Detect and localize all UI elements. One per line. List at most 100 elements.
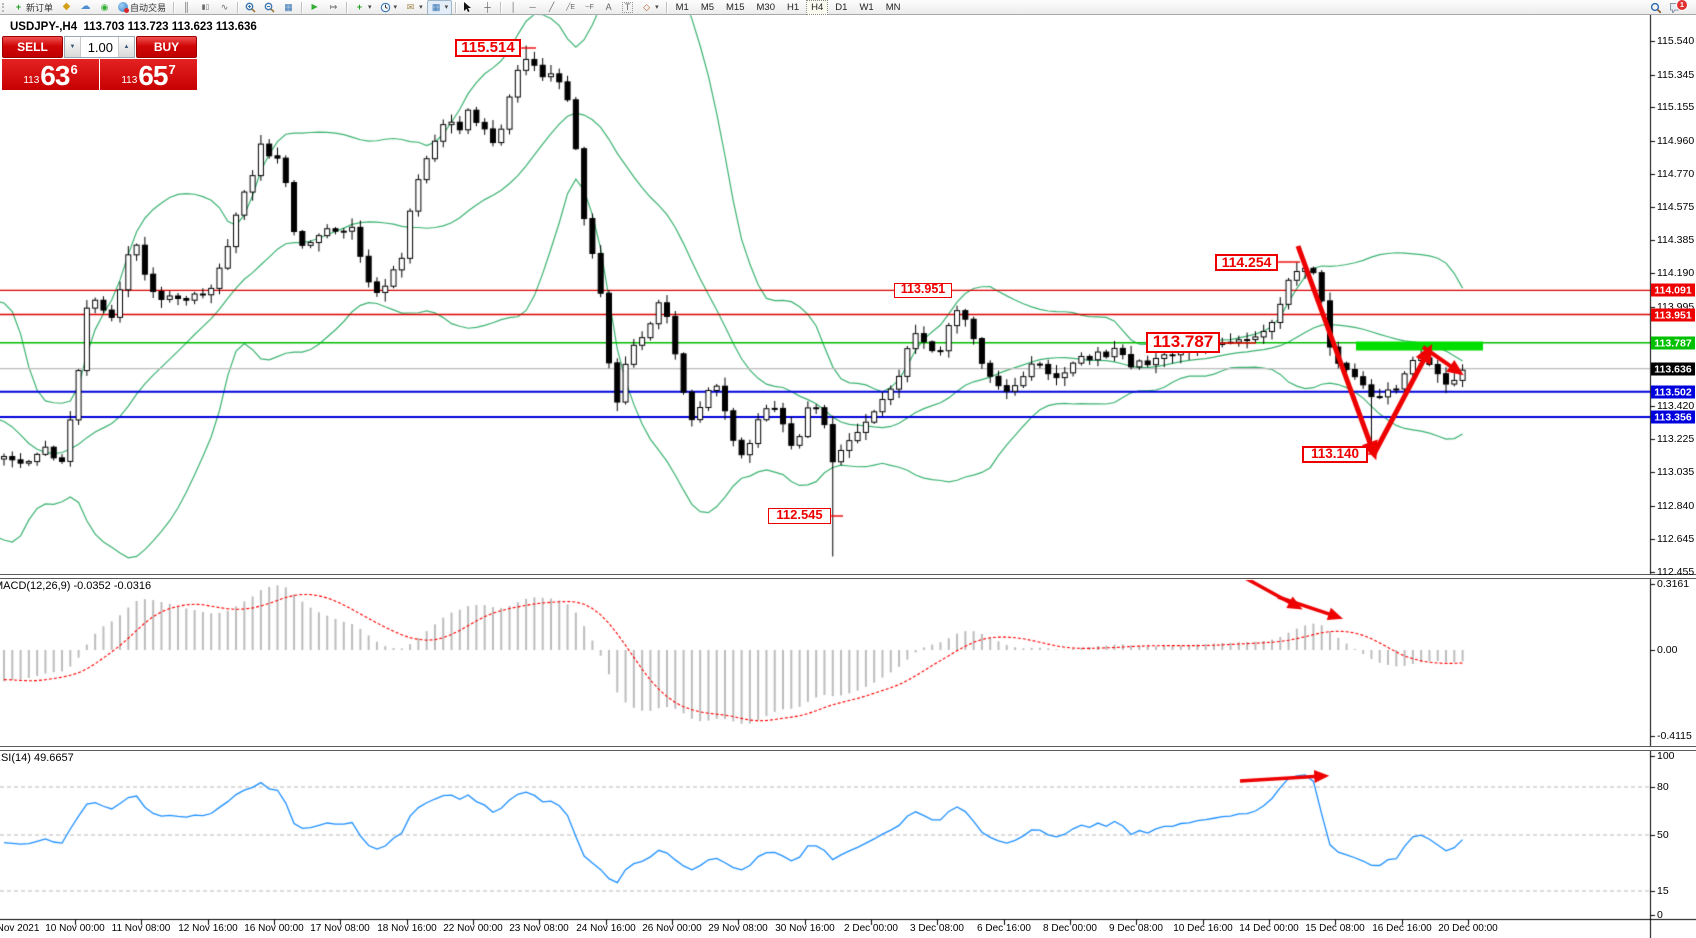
fibonacci-button[interactable]: ┄F xyxy=(580,0,599,15)
price-annotation[interactable]: 115.514 xyxy=(455,39,521,57)
gold-icon: ◆ xyxy=(62,1,71,12)
tile-windows-button[interactable]: ▦ xyxy=(279,0,298,15)
label-tool-icon: T xyxy=(622,1,634,13)
periods-button[interactable]: ▾ xyxy=(376,0,402,15)
candlestick-button[interactable]: ▮▯ xyxy=(196,0,215,15)
templates-button[interactable]: ✉ ▾ xyxy=(401,0,427,15)
timeframe-button-mn[interactable]: MN xyxy=(885,1,901,13)
channel-button[interactable]: ╱E xyxy=(561,0,580,15)
pane-separator-macd[interactable] xyxy=(0,574,1696,579)
timeframe-button-m5[interactable]: M5 xyxy=(700,1,715,13)
timeframe-button-w1[interactable]: W1 xyxy=(859,1,874,13)
price-badge: 113.787 xyxy=(1651,336,1695,350)
horizontal-line-icon: ─ xyxy=(529,1,536,12)
signal-icon: ◉ xyxy=(100,1,109,12)
profiles-button[interactable]: ▦ ▾ xyxy=(426,0,453,15)
notifications-button[interactable]: 1 xyxy=(1665,0,1688,15)
search-button[interactable] xyxy=(1646,0,1665,15)
crosshair-button[interactable]: ┼ xyxy=(478,0,497,15)
chevron-down-icon: ▾ xyxy=(368,4,372,11)
price-annotation[interactable]: 114.254 xyxy=(1215,254,1278,271)
price-badge: 113.502 xyxy=(1651,385,1695,399)
trendline-button[interactable]: ╱ xyxy=(542,0,561,15)
bid-price-panel[interactable]: 113 63 6 xyxy=(2,59,99,90)
shapes-icon: ◇ xyxy=(643,1,651,12)
time-axis-label: 10 Nov 00:00 xyxy=(45,923,105,934)
indicator-tick-label: 100 xyxy=(1657,750,1675,762)
horizontal-line-button[interactable]: ─ xyxy=(523,0,542,15)
community-button[interactable]: ☁ xyxy=(76,0,95,15)
tile-windows-icon: ▦ xyxy=(284,1,293,12)
toolbar-separator xyxy=(346,1,348,13)
auto-scroll-button[interactable]: ▶ xyxy=(305,0,324,15)
price-tick-label: 112.455 xyxy=(1657,566,1695,578)
time-axis-label: 22 Nov 00:00 xyxy=(443,923,503,934)
time-axis-label: 24 Nov 16:00 xyxy=(576,923,636,934)
cursor-button[interactable] xyxy=(459,0,478,15)
price-tick-label: 114.190 xyxy=(1657,267,1695,279)
price-annotation[interactable]: 113.140 xyxy=(1302,446,1368,463)
timeframe-button-d1[interactable]: D1 xyxy=(835,1,848,13)
envelope-icon: ✉ xyxy=(406,1,415,12)
chevron-down-icon: ▾ xyxy=(393,4,398,11)
price-badge: 113.356 xyxy=(1651,410,1695,424)
volume-stepper: ▼ 1.00 ▲ xyxy=(64,36,135,58)
pane-separator-rsi[interactable] xyxy=(0,746,1696,751)
timeframe-button-h1[interactable]: H1 xyxy=(786,1,800,13)
line-chart-button[interactable]: ∿ xyxy=(215,0,234,15)
autotrade-button[interactable]: 自动交易 xyxy=(114,0,170,15)
sell-button[interactable]: SELL xyxy=(2,36,63,58)
ask-price-prefix: 113 xyxy=(121,75,138,86)
buy-button[interactable]: BUY xyxy=(136,36,197,58)
bar-chart-button[interactable]: ║ xyxy=(177,0,196,15)
timeframe-button-m1[interactable]: M1 xyxy=(675,1,689,13)
text-tool-button[interactable]: A xyxy=(599,0,618,15)
toolbar-grip[interactable] xyxy=(2,2,6,12)
indicators-button[interactable]: + ▾ xyxy=(350,0,376,15)
time-axis-label: 11 Nov 08:00 xyxy=(111,923,171,934)
volume-value[interactable]: 1.00 xyxy=(87,39,113,55)
bar-chart-icon: ║ xyxy=(183,1,190,12)
timeframe-button-m30[interactable]: M30 xyxy=(756,1,775,13)
time-axis-label: 12 Nov 16:00 xyxy=(178,923,238,934)
zoom-out-button[interactable] xyxy=(260,0,279,15)
price-annotation[interactable]: 113.951 xyxy=(894,283,952,298)
signals-button[interactable]: ◉ xyxy=(95,0,114,15)
price-tick-label: 113.035 xyxy=(1657,466,1695,478)
volume-up-button[interactable]: ▲ xyxy=(118,37,134,57)
time-axis[interactable]: Nov 2021 10 Nov 00:00 11 Nov 08:00 12 Nov 1… xyxy=(0,920,1650,938)
toolbar: + 新订单 ◆ ☁ ◉ 自动交易 ║ ▮▯ ∿ ▦ ▶ ↦ + ▾ xyxy=(0,0,1696,15)
label-tool-button[interactable]: T xyxy=(618,0,637,15)
chart-shift-icon: ↦ xyxy=(329,1,338,12)
ask-price-panel[interactable]: 113 65 7 xyxy=(100,59,197,90)
price-annotation[interactable]: 112.545 xyxy=(768,508,831,524)
cursor-icon xyxy=(464,1,472,12)
notification-badge: 1 xyxy=(1676,0,1688,11)
time-axis-label: 29 Nov 08:00 xyxy=(708,923,768,934)
cloud-icon: ☁ xyxy=(80,1,91,12)
price-scale[interactable]: 115.540 115.345 115.155 114.960 114.770 114.5… xyxy=(1650,0,1696,938)
trendline-icon: ╱ xyxy=(548,1,555,12)
time-axis-label: 2 Dec 00:00 xyxy=(844,923,898,934)
bid-price-prefix: 113 xyxy=(23,75,40,86)
vertical-line-button[interactable]: │ xyxy=(504,0,523,15)
timeframe-button-m15[interactable]: M15 xyxy=(726,1,745,13)
text-tool-icon: A xyxy=(605,1,612,12)
shapes-button[interactable]: ◇ ▾ xyxy=(637,0,663,15)
time-axis-label: 20 Dec 00:00 xyxy=(1438,923,1498,934)
indicator-tick-label: 80 xyxy=(1657,781,1669,793)
time-axis-label: 18 Nov 16:00 xyxy=(377,923,437,934)
timeframe-button-h4[interactable]: H4 xyxy=(806,0,829,15)
price-tick-label: 114.575 xyxy=(1657,201,1695,213)
price-annotation[interactable]: 113.787 xyxy=(1146,332,1220,353)
price-badge: 113.951 xyxy=(1651,308,1695,322)
time-axis-label: 16 Dec 16:00 xyxy=(1372,923,1432,934)
chart-shift-button[interactable]: ↦ xyxy=(324,0,343,15)
new-order-icon: + xyxy=(15,1,22,12)
globe-icon xyxy=(118,2,130,13)
zoom-in-button[interactable] xyxy=(241,0,260,15)
volume-down-button[interactable]: ▼ xyxy=(65,37,81,57)
new-order-button[interactable]: + 新订单 xyxy=(9,0,57,15)
gold-button[interactable]: ◆ xyxy=(57,0,76,15)
